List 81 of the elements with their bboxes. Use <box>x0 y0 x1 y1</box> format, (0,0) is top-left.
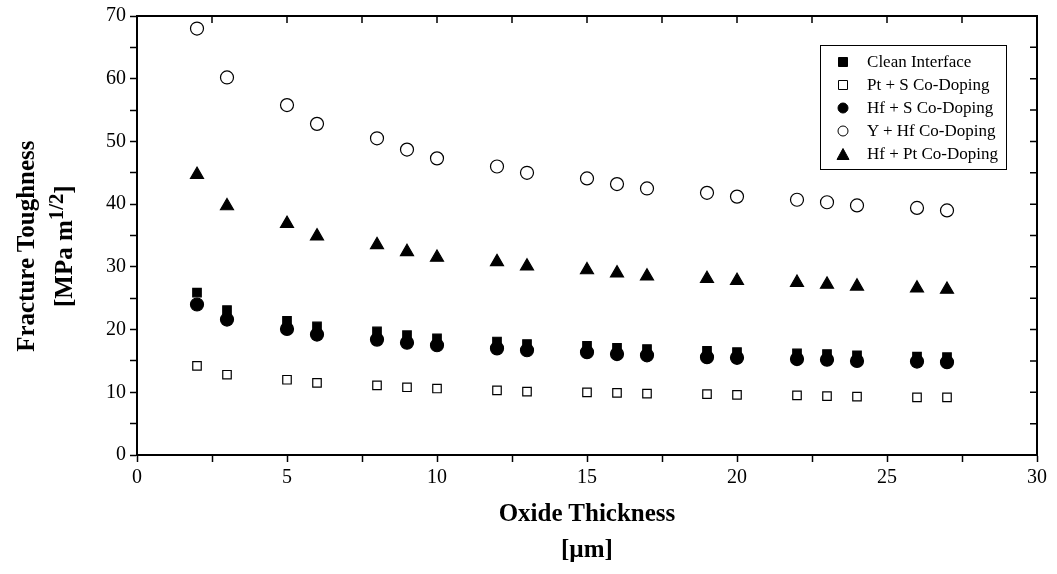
x-tick-label: 10 <box>427 465 447 488</box>
point <box>222 305 232 315</box>
point <box>729 189 745 204</box>
point <box>309 228 325 241</box>
point <box>912 392 922 403</box>
point <box>219 70 235 85</box>
point <box>402 382 412 393</box>
legend-label: Hf + Pt Co-Doping <box>867 143 998 165</box>
point <box>792 390 802 401</box>
point <box>699 185 715 200</box>
point <box>189 21 205 36</box>
point <box>909 280 925 293</box>
point <box>852 391 862 402</box>
point <box>369 131 385 146</box>
y-tick-label: 30 <box>106 254 126 277</box>
point <box>579 261 595 275</box>
point <box>579 171 595 186</box>
point <box>789 274 805 287</box>
y-tick-label: 50 <box>106 128 126 151</box>
point <box>222 369 232 380</box>
point <box>639 268 655 281</box>
point <box>582 387 592 398</box>
point <box>642 388 652 399</box>
point <box>189 297 205 312</box>
point <box>702 389 712 400</box>
point <box>789 192 805 207</box>
point <box>612 388 622 398</box>
y-tick-label: 0 <box>116 442 126 465</box>
x-axis-title: Oxide Thickness [µm] <box>497 498 677 564</box>
point <box>399 243 415 257</box>
y-tick-label: 70 <box>106 3 126 26</box>
point <box>489 253 505 267</box>
point <box>429 151 445 166</box>
x-tick-label: 20 <box>727 465 747 488</box>
legend-label: Clean Interface <box>867 51 972 73</box>
point <box>489 159 505 174</box>
point <box>429 249 445 262</box>
x-tick-label: 0 <box>132 465 142 488</box>
y-tick-label: 60 <box>106 65 126 88</box>
point <box>279 97 295 113</box>
point <box>522 386 532 397</box>
y-tick-label: 10 <box>106 379 126 402</box>
point <box>399 142 415 157</box>
point <box>519 258 535 271</box>
x-tick-label: 25 <box>877 465 897 488</box>
point <box>942 392 952 403</box>
point <box>492 385 502 396</box>
legend-label: Pt + S Co-Doping <box>867 74 990 96</box>
point <box>432 383 442 394</box>
point <box>849 198 865 213</box>
point <box>369 236 385 250</box>
point <box>219 197 235 211</box>
point <box>819 276 835 289</box>
legend-label: Y + Hf Co-Doping <box>867 120 996 142</box>
point <box>279 215 295 228</box>
point <box>312 378 322 388</box>
point <box>192 287 202 298</box>
x-tick-label: 15 <box>577 465 597 488</box>
y-tick-label: 20 <box>106 316 126 339</box>
point <box>819 195 835 210</box>
y-tick-label: 40 <box>106 191 126 214</box>
point <box>372 380 382 391</box>
point <box>282 374 292 385</box>
legend-label: Hf + S Co-Doping <box>867 97 994 119</box>
x-tick-label: 5 <box>282 465 292 488</box>
point <box>609 265 625 278</box>
point <box>849 278 865 291</box>
point <box>822 391 832 401</box>
point <box>189 166 205 180</box>
point <box>729 272 745 285</box>
point <box>939 203 955 218</box>
point <box>939 281 955 294</box>
point <box>639 181 655 196</box>
point <box>699 270 715 284</box>
point <box>909 200 925 216</box>
point <box>519 165 535 180</box>
point <box>192 361 202 371</box>
x-tick-label: 30 <box>1027 465 1047 488</box>
point <box>609 176 625 192</box>
point <box>732 389 742 400</box>
point <box>309 116 325 131</box>
